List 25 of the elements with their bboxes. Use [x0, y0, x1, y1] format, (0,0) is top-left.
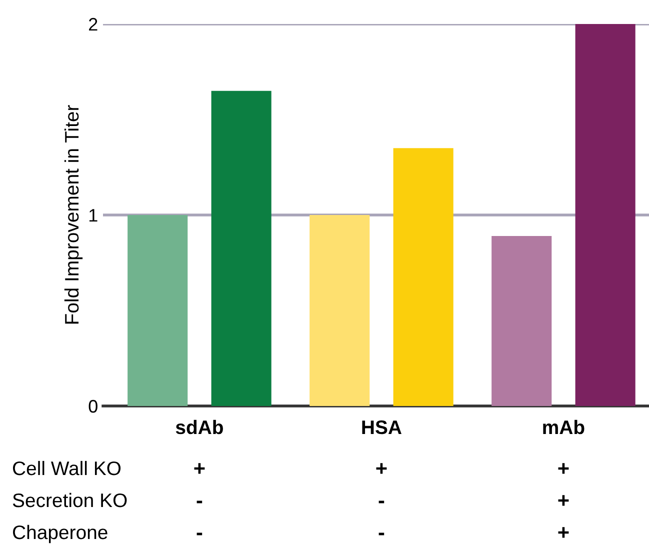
x-tick-label: sdAb [176, 420, 223, 434]
text: - [378, 500, 384, 504]
y-tick-label: 2 [89, 18, 98, 31]
y-axis-title: Fold Improvement in Titer [64, 105, 83, 324]
bar [575, 24, 636, 406]
bar [310, 215, 370, 406]
text: + [558, 495, 569, 506]
text: + [558, 463, 569, 474]
bar [211, 90, 272, 406]
x-tick-label: HSA [362, 420, 402, 434]
bar [128, 215, 188, 406]
text: - [196, 500, 202, 504]
text: + [376, 463, 387, 474]
text: - [378, 532, 384, 536]
text: Cell Wall KO [12, 460, 121, 476]
bar [492, 236, 552, 406]
x-tick-label: mAb [543, 420, 584, 434]
y-tick-label: 1 [89, 209, 98, 222]
text: + [194, 463, 205, 474]
text: Chaperone [12, 524, 108, 544]
y-tick-label: 0 [88, 400, 98, 413]
text: - [196, 532, 202, 536]
bar [393, 148, 454, 406]
text: + [558, 527, 569, 538]
text: Secretion KO [12, 492, 127, 508]
